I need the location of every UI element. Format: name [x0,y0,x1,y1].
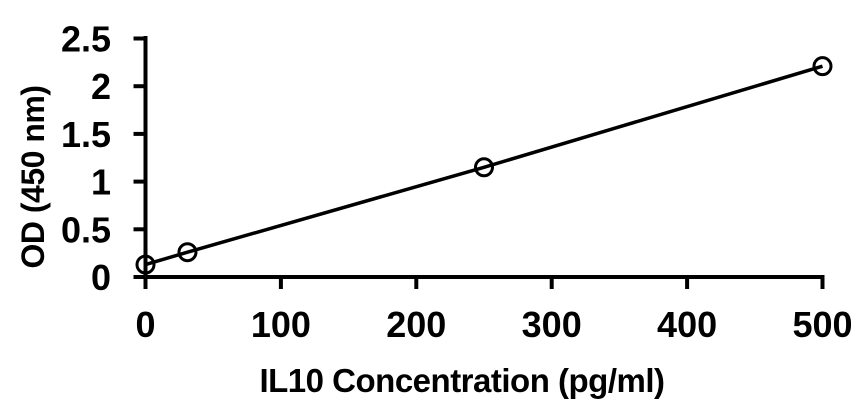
y-tick-label: 1 [91,162,111,203]
x-tick-label: 500 [792,304,852,345]
y-axis-title: OD (450 nm) [15,86,51,269]
data-point-marker [135,254,156,275]
x-tick-label: 200 [386,304,446,345]
data-point-marker [474,157,494,178]
x-tick-label: 0 [135,304,155,345]
x-tick-label: 400 [657,304,717,345]
data-point-marker [177,242,198,263]
x-tick-label: 300 [522,304,582,345]
y-tick-label: 2.5 [61,19,111,60]
y-tick-label: 1.5 [61,114,111,155]
x-axis-title: IL10 Concentration (pg/ml) [259,362,664,399]
y-tick-label: 0.5 [61,209,111,250]
data-line [145,64,824,267]
y-tick-label: 2 [91,66,111,107]
x-tick-label: 100 [251,304,311,345]
y-tick-label: 0 [91,257,111,298]
data-point-marker [812,56,833,77]
x-axis: 0 100 200 300 400 500 [135,275,853,345]
y-axis: 0 0.5 1 1.5 2 2.5 [61,19,148,298]
data-series [135,56,833,275]
